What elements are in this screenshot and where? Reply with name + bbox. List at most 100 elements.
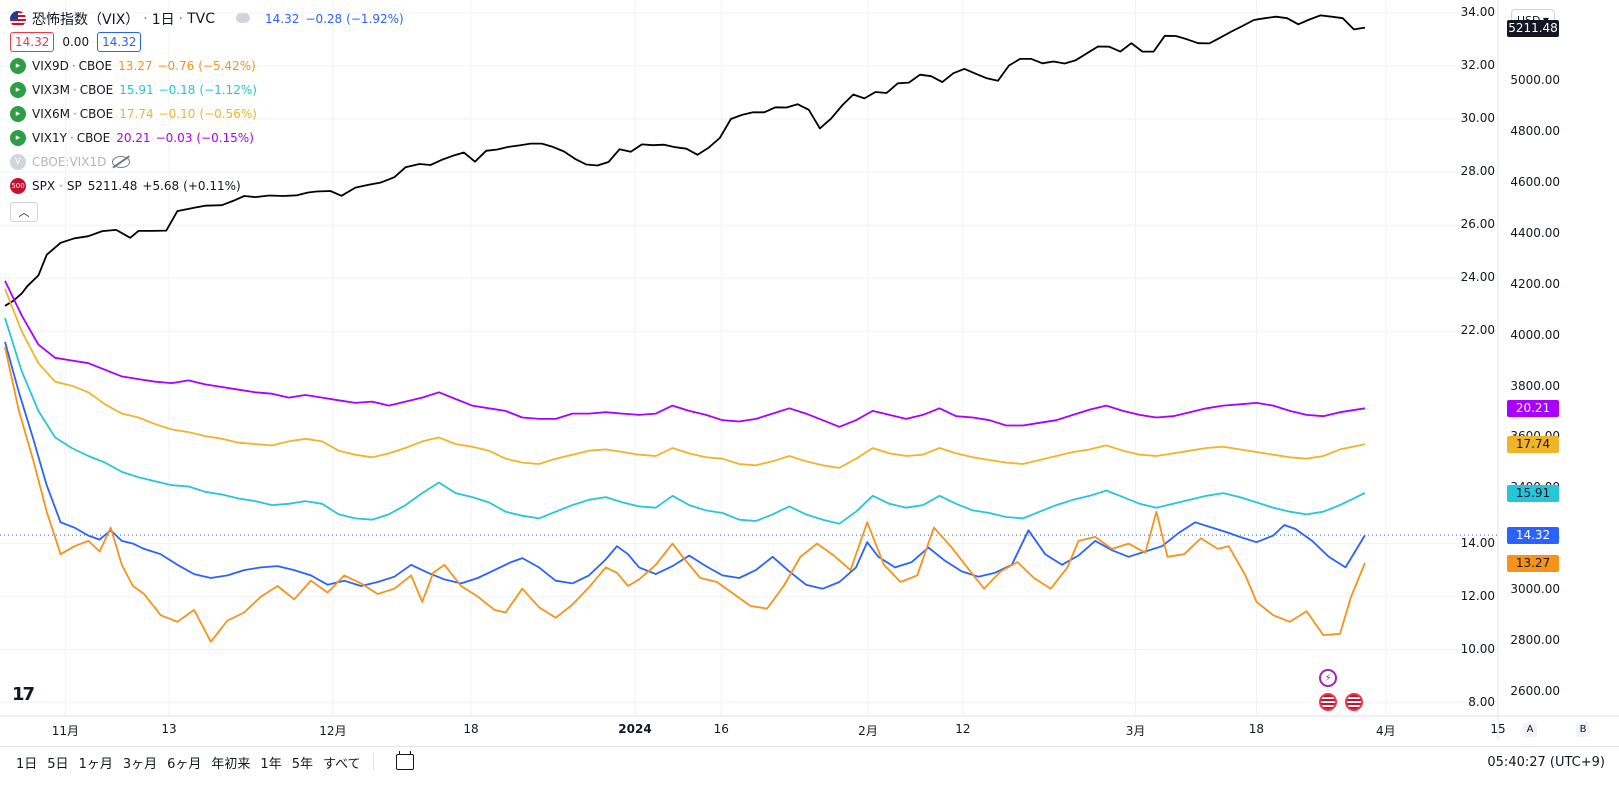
arrow-icon: ▸ <box>10 82 26 98</box>
series-change-pct: (−5.42%) <box>198 59 256 73</box>
series-line-vix1y <box>4 280 1366 428</box>
time-tick-label: 12月 <box>319 724 347 738</box>
price-tick-label: 8.00 <box>1468 694 1495 709</box>
interval-label: 1日 <box>151 12 175 28</box>
range-button[interactable]: 5年 <box>291 756 313 772</box>
spx-exchange: SP <box>66 179 82 193</box>
range-button[interactable]: すべて <box>322 756 361 772</box>
legend-series-vix6m[interactable]: ▸ VIX6M · CBOE 17.74 −0.10 (−0.56%) <box>10 102 404 126</box>
range-button[interactable]: 1ヶ月 <box>78 756 113 772</box>
axis-mode-button[interactable]: A <box>1523 723 1537 737</box>
series-symbol: VIX9D <box>32 59 69 73</box>
time-tick-label: 3月 <box>1125 724 1146 738</box>
series-change: −0.76 <box>157 59 195 73</box>
price-tag-vix9d: 13.27 <box>1507 554 1559 572</box>
series-change: −0.10 <box>158 107 196 121</box>
series-exchange: CBOE <box>79 107 114 121</box>
time-tick-label: 18 <box>463 722 479 736</box>
hidden-series-label: CBOE:VIX1D <box>32 155 107 169</box>
us-flag-icon <box>10 11 26 27</box>
price-tick-label: 26.00 <box>1460 217 1495 232</box>
price-tick-label: 2600.00 <box>1510 683 1560 698</box>
range-button[interactable]: 1年 <box>260 756 282 772</box>
price-tick-label: 30.00 <box>1460 111 1495 126</box>
range-button[interactable]: 年初来 <box>211 756 251 772</box>
price-tick-label: 3000.00 <box>1510 582 1560 597</box>
price-tick-label: 22.00 <box>1460 323 1495 338</box>
price-tag-vix: 14.32 <box>1507 527 1559 545</box>
range-button[interactable]: 1日 <box>16 756 38 772</box>
range-button[interactable]: 6ヶ月 <box>167 756 202 772</box>
legend-hidden-series[interactable]: V CBOE:VIX1D <box>10 150 404 174</box>
series-line-vix3m <box>4 317 1366 525</box>
axis-mode-button[interactable]: B <box>1576 723 1590 737</box>
series-change-pct: (−1.12%) <box>199 83 257 97</box>
main-change: −0.28 <box>305 12 343 26</box>
time-tick-label: 18 <box>1248 722 1264 736</box>
series-value: 13.27 <box>118 59 153 73</box>
series-exchange: CBOE <box>78 59 113 73</box>
price-tick-label: 4400.00 <box>1510 225 1560 240</box>
series-change-pct: (−0.15%) <box>196 131 254 145</box>
arrow-icon: ▸ <box>10 106 26 122</box>
legend-series-vix3m[interactable]: ▸ VIX3M · CBOE 15.91 −0.18 (−1.12%) <box>10 78 404 102</box>
arrow-icon: ▸ <box>10 130 26 146</box>
price-tick-label: 24.00 <box>1460 270 1495 285</box>
collapse-legend-button[interactable]: ︿ <box>10 202 38 222</box>
main-title: 恐怖指数（VIX） <box>32 12 140 28</box>
legend: 恐怖指数（VIX） · 1日 · TVC 14.32 −0.28 (−1.92%… <box>10 8 404 222</box>
price-tick-label: 12.00 <box>1460 588 1495 603</box>
settings-toggle[interactable] <box>236 13 250 23</box>
us-event-flag-icon[interactable] <box>1345 693 1363 711</box>
series-value: 15.91 <box>119 83 154 97</box>
legend-main[interactable]: 恐怖指数（VIX） · 1日 · TVC 14.32 −0.28 (−1.92%… <box>10 8 404 30</box>
time-range-list: 1日 5日 1ヶ月 3ヶ月 6ヶ月 年初来 1年 5年 すべて <box>0 753 361 772</box>
spx-badge: 500 <box>10 178 26 194</box>
main-last: 14.32 <box>265 12 300 26</box>
spx-value: 5211.48 <box>87 179 138 193</box>
eye-crossed-icon[interactable] <box>112 156 131 168</box>
price-tag-vix3m: 15.91 <box>1507 484 1559 502</box>
series-symbol: VIX6M <box>32 107 70 121</box>
legend-series-vix1y[interactable]: ▸ VIX1Y · CBOE 20.21 −0.03 (−0.15%) <box>10 126 404 150</box>
series-line-vix6m <box>4 288 1366 469</box>
legend-series-vix9d[interactable]: ▸ VIX9D · CBOE 13.27 −0.76 (−5.42%) <box>10 54 404 78</box>
spx-change-pct: (+0.11%) <box>183 179 241 193</box>
series-symbol: VIX3M <box>32 83 70 97</box>
price-tick-label: 5000.00 <box>1510 73 1560 88</box>
ask-box[interactable]: 14.32 <box>97 32 142 52</box>
legend-spx[interactable]: 500 SPX · SP 5211.48 +5.68 (+0.11%) <box>10 178 241 194</box>
time-tick-label: 4月 <box>1375 724 1396 738</box>
range-button[interactable]: 3ヶ月 <box>122 756 158 772</box>
price-tick-label: 4000.00 <box>1510 327 1560 342</box>
price-tick-label: 14.00 <box>1460 535 1495 550</box>
range-button[interactable]: 5日 <box>47 756 69 772</box>
bottom-toolbar: 1日 5日 1ヶ月 3ヶ月 6ヶ月 年初来 1年 5年 すべて 05:40:27 (UTC+9) <box>0 746 1619 777</box>
price-tick-label: 4200.00 <box>1510 276 1560 291</box>
price-tick-label: 10.00 <box>1460 641 1495 656</box>
us-event-flag-icon[interactable] <box>1319 693 1337 711</box>
price-tick-label: 2800.00 <box>1510 632 1560 647</box>
series-badge: V <box>10 154 26 170</box>
lightning-event-icon[interactable]: ⚡ <box>1319 669 1337 687</box>
price-tick-label: 28.00 <box>1460 164 1495 179</box>
time-tick-label: 2024 <box>618 722 652 736</box>
series-change: −0.03 <box>155 131 193 145</box>
legend-series-list: ▸ VIX9D · CBOE 13.27 −0.76 (−5.42%) ▸ VIX3M · CBOE… <box>10 54 404 150</box>
price-tick-label: 3800.00 <box>1510 378 1560 393</box>
spx-change: +5.68 <box>142 179 180 193</box>
calendar-icon[interactable] <box>395 751 414 770</box>
tradingview-logo[interactable]: 17 <box>12 684 35 705</box>
spx-symbol: SPX <box>32 179 56 193</box>
price-tag-vix6m: 17.74 <box>1507 436 1559 454</box>
main-change-pct: (−1.92%) <box>346 12 404 26</box>
series-line-spx <box>4 14 1366 307</box>
price-tick-label: 34.00 <box>1460 4 1495 19</box>
bid-box[interactable]: 14.32 <box>10 32 55 52</box>
clock[interactable]: 05:40:27 (UTC+9) <box>1487 755 1605 770</box>
price-tick-label: 4600.00 <box>1510 175 1560 190</box>
time-tick-label: 15 <box>1490 722 1506 736</box>
series-change-pct: (−0.56%) <box>199 107 257 121</box>
